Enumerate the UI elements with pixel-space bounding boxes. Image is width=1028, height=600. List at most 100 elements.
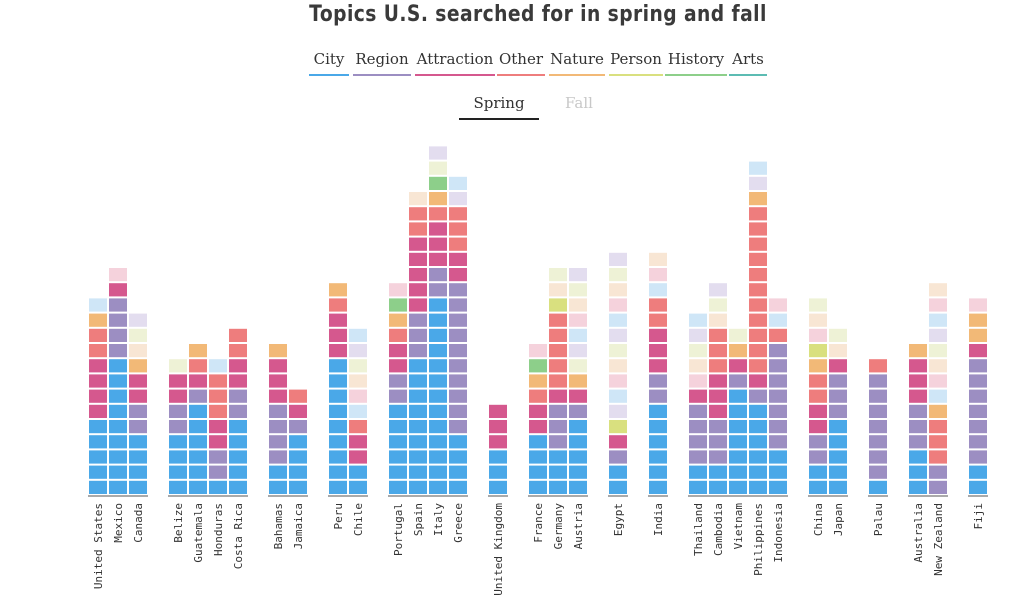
bar-segment[interactable] — [729, 359, 747, 373]
bar-segment[interactable] — [769, 344, 787, 358]
bar-segment[interactable] — [709, 344, 727, 358]
bar-segment[interactable] — [569, 268, 587, 282]
bar-segment[interactable] — [89, 435, 107, 449]
bar-segment[interactable] — [769, 465, 787, 479]
bar-segment[interactable] — [269, 344, 287, 358]
bar-segment[interactable] — [349, 420, 367, 434]
bar-segment[interactable] — [549, 435, 567, 449]
bar-segment[interactable] — [709, 420, 727, 434]
bar-segment[interactable] — [809, 389, 827, 403]
bar-segment[interactable] — [749, 480, 767, 494]
bar-segment[interactable] — [649, 435, 667, 449]
bar-segment[interactable] — [729, 374, 747, 388]
legend-item-region[interactable]: Region — [353, 50, 411, 76]
bar-segment[interactable] — [969, 404, 987, 418]
bar-segment[interactable] — [449, 389, 467, 403]
bar-segment[interactable] — [809, 480, 827, 494]
legend-item-history[interactable]: History — [665, 50, 727, 76]
bar-segment[interactable] — [449, 480, 467, 494]
bar-segment[interactable] — [409, 313, 427, 327]
bar-segment[interactable] — [189, 404, 207, 418]
bar-segment[interactable] — [129, 404, 147, 418]
bar-segment[interactable] — [349, 450, 367, 464]
bar-segment[interactable] — [909, 404, 927, 418]
bar-segment[interactable] — [569, 283, 587, 297]
bar-segment[interactable] — [769, 450, 787, 464]
bar-segment[interactable] — [109, 268, 127, 282]
bar-segment[interactable] — [449, 176, 467, 190]
bar-segment[interactable] — [769, 313, 787, 327]
bar-segment[interactable] — [109, 344, 127, 358]
bar-segment[interactable] — [189, 435, 207, 449]
bar-segment[interactable] — [89, 389, 107, 403]
bar-segment[interactable] — [209, 420, 227, 434]
bar-segment[interactable] — [609, 374, 627, 388]
bar-segment[interactable] — [649, 359, 667, 373]
bar-segment[interactable] — [749, 222, 767, 236]
bar-segment[interactable] — [829, 404, 847, 418]
bar-segment[interactable] — [609, 480, 627, 494]
bar-segment[interactable] — [289, 435, 307, 449]
bar-segment[interactable] — [229, 344, 247, 358]
bar-segment[interactable] — [409, 404, 427, 418]
bar-segment[interactable] — [749, 161, 767, 175]
bar-segment[interactable] — [449, 313, 467, 327]
bar-segment[interactable] — [449, 283, 467, 297]
bar-segment[interactable] — [549, 480, 567, 494]
bar-segment[interactable] — [929, 404, 947, 418]
bar-segment[interactable] — [909, 344, 927, 358]
bar-segment[interactable] — [449, 404, 467, 418]
bar-segment[interactable] — [409, 420, 427, 434]
bar-segment[interactable] — [429, 207, 447, 221]
bar-segment[interactable] — [909, 435, 927, 449]
bar-segment[interactable] — [569, 344, 587, 358]
bar-segment[interactable] — [389, 420, 407, 434]
bar-segment[interactable] — [409, 268, 427, 282]
bar-segment[interactable] — [329, 435, 347, 449]
bar-segment[interactable] — [109, 450, 127, 464]
bar-segment[interactable] — [329, 404, 347, 418]
bar-segment[interactable] — [329, 450, 347, 464]
bar-segment[interactable] — [209, 435, 227, 449]
bar-segment[interactable] — [749, 389, 767, 403]
bar-segment[interactable] — [749, 359, 767, 373]
bar-segment[interactable] — [769, 435, 787, 449]
bar-segment[interactable] — [649, 283, 667, 297]
bar-segment[interactable] — [869, 359, 887, 373]
bar-segment[interactable] — [409, 207, 427, 221]
bar-segment[interactable] — [529, 420, 547, 434]
bar-segment[interactable] — [969, 435, 987, 449]
bar-segment[interactable] — [189, 344, 207, 358]
bar-segment[interactable] — [329, 420, 347, 434]
bar-segment[interactable] — [389, 344, 407, 358]
bar-segment[interactable] — [929, 389, 947, 403]
season-spring-button[interactable]: Spring — [473, 94, 525, 112]
bar-segment[interactable] — [349, 435, 367, 449]
bar-segment[interactable] — [429, 313, 447, 327]
bar-segment[interactable] — [929, 480, 947, 494]
bar-segment[interactable] — [749, 298, 767, 312]
bar-segment[interactable] — [409, 465, 427, 479]
bar-segment[interactable] — [649, 374, 667, 388]
bar-segment[interactable] — [409, 374, 427, 388]
bar-segment[interactable] — [549, 328, 567, 342]
bar-segment[interactable] — [649, 298, 667, 312]
bar-segment[interactable] — [269, 374, 287, 388]
bar-segment[interactable] — [389, 298, 407, 312]
bar-segment[interactable] — [709, 328, 727, 342]
bar-segment[interactable] — [389, 465, 407, 479]
bar-segment[interactable] — [209, 450, 227, 464]
bar-segment[interactable] — [89, 374, 107, 388]
bar-segment[interactable] — [349, 328, 367, 342]
bar-segment[interactable] — [569, 480, 587, 494]
bar-segment[interactable] — [929, 298, 947, 312]
bar-segment[interactable] — [449, 435, 467, 449]
bar-segment[interactable] — [529, 435, 547, 449]
bar-segment[interactable] — [609, 283, 627, 297]
bar-segment[interactable] — [269, 465, 287, 479]
legend-item-arts[interactable]: Arts — [729, 50, 767, 76]
bar-segment[interactable] — [749, 435, 767, 449]
bar-segment[interactable] — [709, 435, 727, 449]
bar-segment[interactable] — [909, 420, 927, 434]
bar-segment[interactable] — [649, 465, 667, 479]
